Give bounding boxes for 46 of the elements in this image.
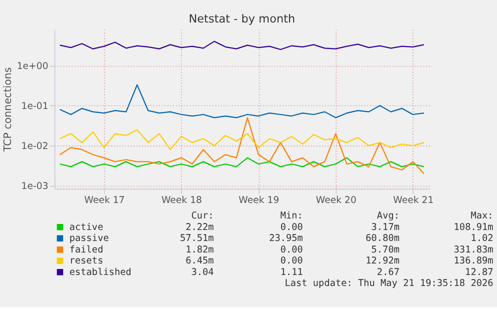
legend-label: established xyxy=(69,266,132,278)
text: 6.45m xyxy=(186,256,214,267)
y-tick-label: 1e+00 xyxy=(16,60,48,72)
line-series xyxy=(59,157,425,168)
text: 3.04 xyxy=(191,266,214,278)
y-axis-title: TCP connections xyxy=(2,67,14,153)
x-tick-label: Week 18 xyxy=(161,195,202,206)
y-tick-label: 1e-02 xyxy=(21,141,48,152)
text: Cur: xyxy=(191,210,214,222)
x-tick-label: Week 19 xyxy=(238,195,280,206)
line-series xyxy=(59,117,425,174)
legend-label: passive xyxy=(69,233,110,244)
x-tick-label: Week 21 xyxy=(393,195,434,206)
text: 12.92m xyxy=(366,256,400,267)
text: 60.80m xyxy=(366,233,400,244)
legend-label: failed xyxy=(69,244,104,256)
line-series xyxy=(59,84,425,118)
text: 3.17m xyxy=(371,222,400,233)
text: 5.70m xyxy=(371,244,400,256)
text: 331.83m xyxy=(454,244,494,256)
text: Max: xyxy=(470,210,494,222)
text: Min: xyxy=(280,210,303,222)
text: 136.89m xyxy=(454,256,494,267)
y-tick-label: 1e-01 xyxy=(21,100,48,112)
text: 2.67 xyxy=(376,266,400,278)
text: Last update: Thu May 21 19:35:18 2026 xyxy=(284,278,494,290)
line-series xyxy=(59,40,425,50)
x-tick-label: Week 20 xyxy=(316,195,356,206)
text: 23.95m xyxy=(269,233,304,244)
text: 0.00 xyxy=(280,244,304,256)
y-tick-label: 1e-03 xyxy=(21,181,48,192)
x-tick-label: Week 17 xyxy=(84,195,125,206)
line-series xyxy=(59,129,425,150)
text: 108.91m xyxy=(454,222,494,233)
text: 2.22m xyxy=(186,222,214,233)
legend-label: active xyxy=(69,222,104,233)
text: 1.11 xyxy=(280,266,303,278)
chart-title: Netstat - by month xyxy=(188,12,296,26)
text: Avg: xyxy=(376,210,400,222)
text: 0.00 xyxy=(280,222,304,233)
text: 57.51m xyxy=(180,233,214,244)
text: 12.87 xyxy=(465,266,494,278)
text: 1.82m xyxy=(186,244,214,256)
text: 0.00 xyxy=(280,256,304,267)
legend-label: resets xyxy=(69,256,104,267)
text: 1.02 xyxy=(470,233,494,244)
